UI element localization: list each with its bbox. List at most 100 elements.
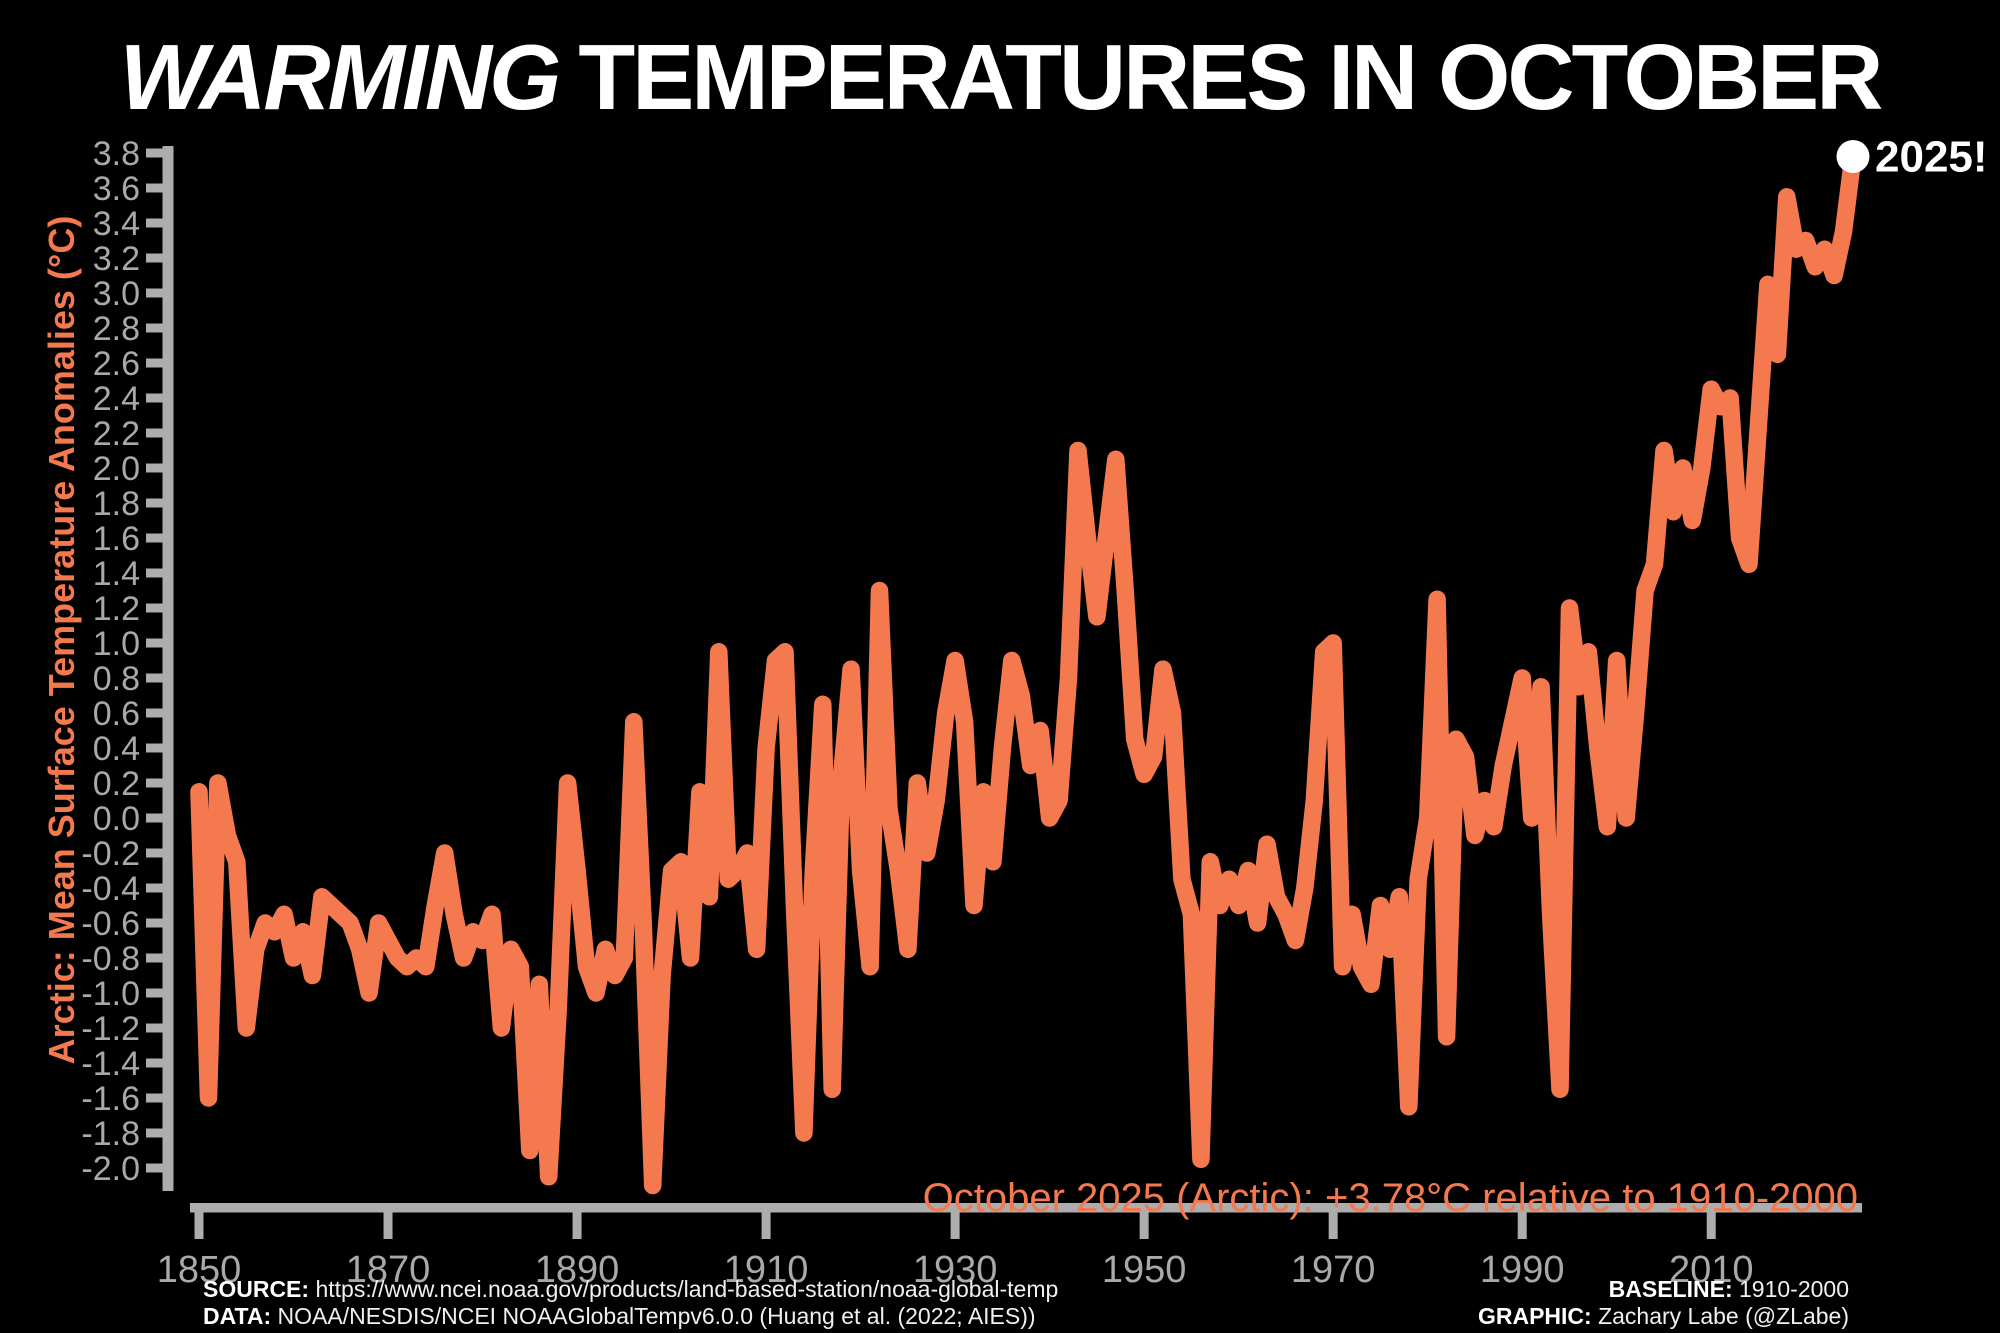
y-tick — [146, 253, 163, 263]
x-axis-ticks: 1850 1870 1890 1910 1930 1950 1970 1990 2010 — [157, 1212, 1754, 1291]
x-tick-label: 1850 — [157, 1249, 242, 1291]
y-tick-label: -1.8 — [81, 1115, 140, 1153]
x-tick — [950, 1212, 960, 1239]
x-tick — [1517, 1212, 1527, 1239]
annotation-latest-value: October 2025 (Arctic): +3.78°C relative … — [923, 1176, 1858, 1220]
y-tick-label: 3.0 — [93, 275, 140, 313]
footer-credit-block: BASELINE: 1910-2000 GRAPHIC: Zachary Lab… — [1478, 1276, 1849, 1330]
graphic-value: Zachary Labe (@ZLabe) — [1598, 1303, 1849, 1329]
y-tick-label: -0.4 — [81, 870, 140, 908]
y-tick-label: -0.8 — [81, 940, 140, 978]
y-tick-label: 0.4 — [93, 730, 140, 768]
y-tick-label: 2.0 — [93, 450, 140, 488]
y-tick — [146, 743, 163, 753]
y-tick-label: 0.2 — [93, 765, 140, 803]
x-axis-spine — [190, 1203, 1862, 1213]
y-tick-label: 1.6 — [93, 520, 140, 558]
endpoint-year-label: 2025! — [1875, 133, 1988, 182]
y-tick-label: 2.6 — [93, 345, 140, 383]
baseline-label: BASELINE: — [1608, 1276, 1733, 1302]
footer-baseline-line: BASELINE: 1910-2000 — [1478, 1276, 1849, 1303]
y-tick-label: 2.4 — [93, 380, 140, 418]
footer-source-line: SOURCE: https://www.ncei.noaa.gov/produc… — [203, 1276, 1058, 1303]
x-tick-label: 1990 — [1480, 1249, 1565, 1291]
y-tick — [146, 1163, 163, 1173]
y-tick — [146, 1093, 163, 1103]
y-tick-label: 0.8 — [93, 660, 140, 698]
x-tick — [1706, 1212, 1716, 1239]
y-tick — [146, 813, 163, 823]
y-tick — [146, 673, 163, 683]
y-tick-label: 2.2 — [93, 415, 140, 453]
y-tick — [146, 1128, 163, 1138]
y-tick-label: 3.4 — [93, 205, 140, 243]
y-tick — [146, 708, 163, 718]
y-tick-label: 0.6 — [93, 695, 140, 733]
y-tick — [146, 883, 163, 893]
x-tick — [572, 1212, 582, 1239]
y-tick — [146, 498, 163, 508]
x-tick-label: 1930 — [913, 1249, 998, 1291]
y-tick-label: -1.0 — [81, 975, 140, 1013]
title-emphasis: WARMING — [119, 25, 562, 129]
y-tick — [146, 568, 163, 578]
y-tick — [146, 463, 163, 473]
y-axis-ticks: 3.83.63.43.23.02.82.62.42.22.01.81.61.41… — [81, 135, 163, 1188]
x-tick-label: 1870 — [346, 1249, 431, 1291]
y-tick-label: 3.2 — [93, 240, 140, 278]
data-label: DATA: — [203, 1303, 272, 1329]
x-tick — [1139, 1212, 1149, 1239]
y-tick-label: 1.0 — [93, 625, 140, 663]
y-tick-label: -0.6 — [81, 905, 140, 943]
footer-graphic-line: GRAPHIC: Zachary Labe (@ZLabe) — [1478, 1303, 1849, 1330]
x-tick — [1328, 1212, 1338, 1239]
title-rest: TEMPERATURES IN OCTOBER — [578, 25, 1883, 129]
data-value: NOAA/NESDIS/NCEI NOAAGlobalTempv6.0.0 (H… — [277, 1303, 1036, 1329]
x-tick-label: 1950 — [1102, 1249, 1187, 1291]
y-tick — [146, 848, 163, 858]
y-tick — [146, 1023, 163, 1033]
footer-data-line: DATA: NOAA/NESDIS/NCEI NOAAGlobalTempv6.… — [203, 1303, 1058, 1330]
y-tick-label: -0.2 — [81, 835, 140, 873]
y-tick-label: 3.6 — [93, 170, 140, 208]
y-tick — [146, 148, 163, 158]
x-tick-label: 1970 — [1291, 1249, 1376, 1291]
y-tick — [146, 428, 163, 438]
y-tick-label: 1.8 — [93, 485, 140, 523]
y-tick — [146, 953, 163, 963]
y-tick — [146, 288, 163, 298]
y-tick — [146, 918, 163, 928]
y-tick — [146, 1058, 163, 1068]
baseline-value: 1910-2000 — [1739, 1276, 1849, 1302]
x-tick — [383, 1212, 393, 1239]
y-tick-label: 1.4 — [93, 555, 140, 593]
y-tick — [146, 323, 163, 333]
graphic-label: GRAPHIC: — [1477, 1303, 1592, 1329]
y-tick — [146, 533, 163, 543]
x-tick — [761, 1212, 771, 1239]
y-tick — [146, 638, 163, 648]
y-tick-label: 1.2 — [93, 590, 140, 628]
y-tick — [146, 603, 163, 613]
y-tick-label: -1.4 — [81, 1045, 140, 1083]
y-tick-label: -1.2 — [81, 1010, 140, 1048]
y-tick-label: 0.0 — [93, 800, 140, 838]
y-tick — [146, 183, 163, 193]
x-tick-label: 1890 — [535, 1249, 620, 1291]
y-tick-label: 3.8 — [93, 135, 140, 173]
y-tick-label: -2.0 — [81, 1150, 140, 1188]
y-tick — [146, 988, 163, 998]
x-tick — [194, 1212, 204, 1239]
y-tick-label: -1.6 — [81, 1080, 140, 1118]
source-label: SOURCE: — [203, 1276, 310, 1302]
y-tick — [146, 778, 163, 788]
x-tick-label: 2010 — [1669, 1249, 1754, 1291]
y-axis-spine — [162, 146, 174, 1191]
footer-source-block: SOURCE: https://www.ncei.noaa.gov/produc… — [203, 1276, 1058, 1330]
x-tick-label: 1910 — [724, 1249, 809, 1291]
y-tick-label: 2.8 — [93, 310, 140, 348]
page-title: WARMING TEMPERATURES IN OCTOBER — [0, 24, 2000, 131]
source-value: https://www.ncei.noaa.gov/products/land-… — [315, 1276, 1059, 1302]
